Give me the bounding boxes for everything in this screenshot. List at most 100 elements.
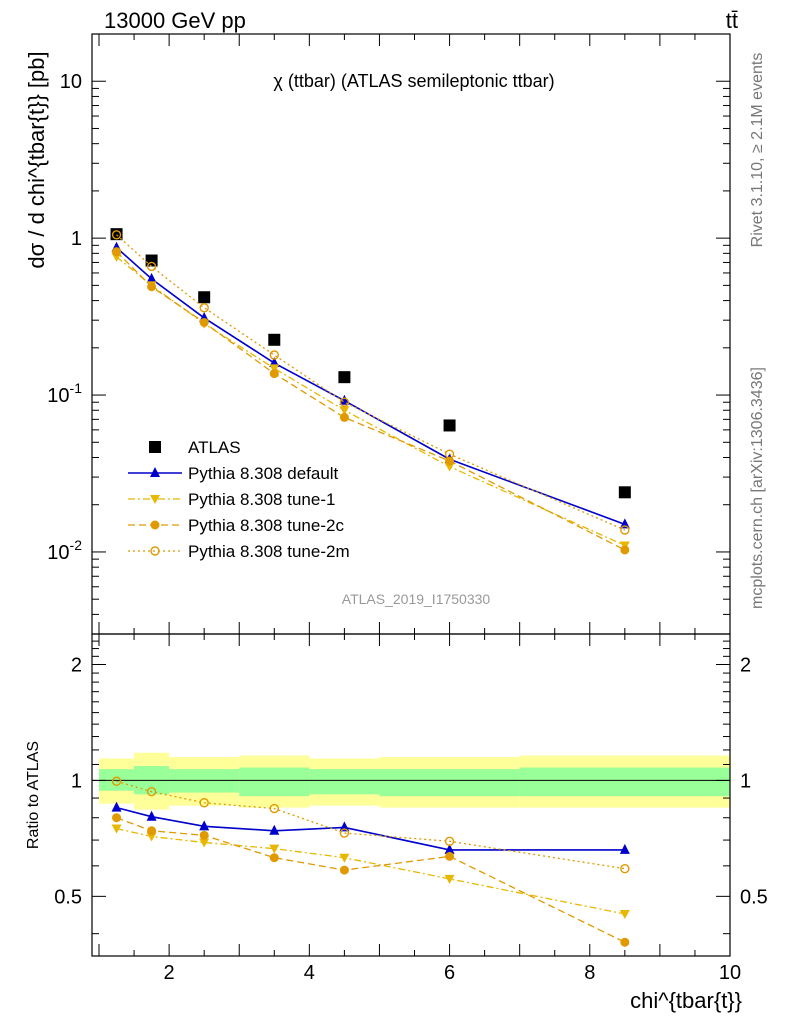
series-point-3	[112, 247, 122, 257]
process-label: tt̄	[726, 8, 738, 33]
series-point-4	[146, 261, 157, 272]
ratio-panel-frame	[91, 633, 731, 957]
energy-label: 13000 GeV pp	[104, 8, 246, 33]
series-point-3	[147, 282, 157, 292]
series-point-1	[619, 518, 630, 529]
data-point-atlas	[443, 419, 456, 432]
data-point-atlas	[198, 291, 211, 304]
series-point-2	[269, 364, 280, 374]
y-tick-label: 10-2	[47, 537, 82, 564]
series-point-4	[111, 230, 122, 240]
series-point-4	[620, 525, 630, 535]
series-point-0	[146, 810, 157, 821]
series-point-3	[269, 369, 279, 379]
ratio-y-tick-label-right: 1	[740, 770, 751, 792]
ratio-y-tick-label-right: 0.5	[740, 886, 768, 908]
ratio-y-tick-label: 1	[71, 770, 82, 792]
ratio-panel-series	[111, 776, 630, 947]
series-point-3	[111, 776, 122, 786]
legend: ATLAS Pythia 8.308 default Pythia 8.308 tu…	[128, 438, 350, 561]
series-point-0	[269, 824, 280, 835]
series-point-3	[620, 545, 630, 555]
series-point-1	[199, 838, 210, 848]
y-axis-title: dσ / d chi^{tbar{t}} [pb]	[24, 51, 49, 268]
legend-label-1: Pythia 8.308 default	[188, 464, 339, 483]
series-point-1	[339, 853, 350, 863]
legend-marker-3	[150, 520, 160, 530]
ratio-y-tick-label: 2	[71, 654, 82, 676]
series-point-1	[339, 394, 350, 405]
ratio-band-inner	[519, 767, 730, 797]
series-point-3	[620, 863, 630, 874]
series-point-3	[339, 412, 349, 422]
x-tick-label: 6	[444, 962, 455, 984]
series-point-4	[199, 303, 209, 313]
series-point-4	[339, 397, 350, 407]
series-point-4	[269, 350, 279, 360]
series-point-2	[112, 813, 122, 823]
series-point-1	[111, 824, 122, 834]
mcplots-label: mcplots.cern.ch [arXiv:1306.3436]	[749, 367, 766, 609]
series-point-4	[444, 449, 455, 459]
x-tick-label: 2	[164, 962, 175, 984]
x-tick-label: 10	[719, 962, 741, 984]
data-point-atlas	[618, 486, 631, 499]
series-line-4	[116, 234, 626, 531]
series-point-2	[199, 830, 209, 840]
analysis-id: ATLAS_2019_I1750330	[342, 591, 491, 607]
series-point-2	[339, 865, 349, 875]
series-point-1	[146, 832, 157, 842]
ratio-y-tick-label-right: 2	[740, 654, 751, 676]
legend-label-0: ATLAS	[188, 438, 241, 457]
series-point-0	[339, 821, 350, 832]
legend-marker-2	[150, 495, 160, 504]
ratio-band-inner	[239, 767, 310, 797]
ratio-band-inner	[309, 769, 380, 795]
series-point-0	[199, 820, 210, 831]
series-point-2	[445, 851, 455, 861]
series-point-3	[199, 317, 209, 327]
x-tick-label: 8	[584, 962, 595, 984]
y-tick-label: 1	[71, 228, 82, 250]
series-point-0	[619, 843, 630, 854]
x-axis-title: chi^{tbar{t}}	[630, 988, 742, 1013]
series-point-3	[445, 456, 455, 466]
series-point-0	[111, 801, 122, 812]
data-point-atlas	[268, 333, 281, 346]
legend-marker-0	[149, 441, 161, 453]
data-point-atlas	[338, 371, 351, 384]
series-point-2	[339, 406, 350, 416]
series-point-2	[444, 462, 455, 472]
plot-title: χ (ttbar) (ATLAS semileptonic ttbar)	[273, 71, 554, 91]
series-point-0	[444, 843, 455, 854]
series-point-3	[146, 786, 157, 797]
series-point-3	[199, 798, 209, 808]
legend-label-2: Pythia 8.308 tune-1	[188, 490, 335, 509]
x-tick-label: 4	[304, 962, 315, 984]
series-point-1	[269, 844, 280, 854]
series-line-3	[116, 780, 625, 870]
series-point-1	[444, 874, 455, 884]
series-point-2	[147, 826, 157, 836]
series-point-1	[619, 909, 630, 919]
ratio-band-inner	[379, 769, 520, 797]
series-point-3	[269, 803, 279, 814]
rivet-version-label: Rivet 3.1.10, ≥ 2.1M events	[749, 53, 766, 248]
legend-label-3: Pythia 8.308 tune-2c	[188, 516, 344, 535]
ratio-y-axis-title: Ratio to ATLAS	[25, 741, 42, 849]
ratio-y-tick-label: 0.5	[54, 886, 82, 908]
ratio-uncertainty-bands	[92, 752, 730, 810]
series-point-2	[620, 937, 630, 947]
legend-marker-4	[150, 546, 160, 556]
legend-label-4: Pythia 8.308 tune-2m	[188, 542, 350, 561]
series-line-2	[116, 817, 626, 943]
series-line-0	[116, 806, 625, 851]
series-point-2	[269, 853, 279, 863]
main-panel-series	[110, 228, 631, 555]
series-point-1	[146, 272, 157, 283]
series-point-3	[339, 828, 350, 838]
series-point-3	[444, 836, 455, 846]
series-line-1	[116, 827, 625, 915]
y-tick-label: 10-1	[47, 380, 82, 407]
